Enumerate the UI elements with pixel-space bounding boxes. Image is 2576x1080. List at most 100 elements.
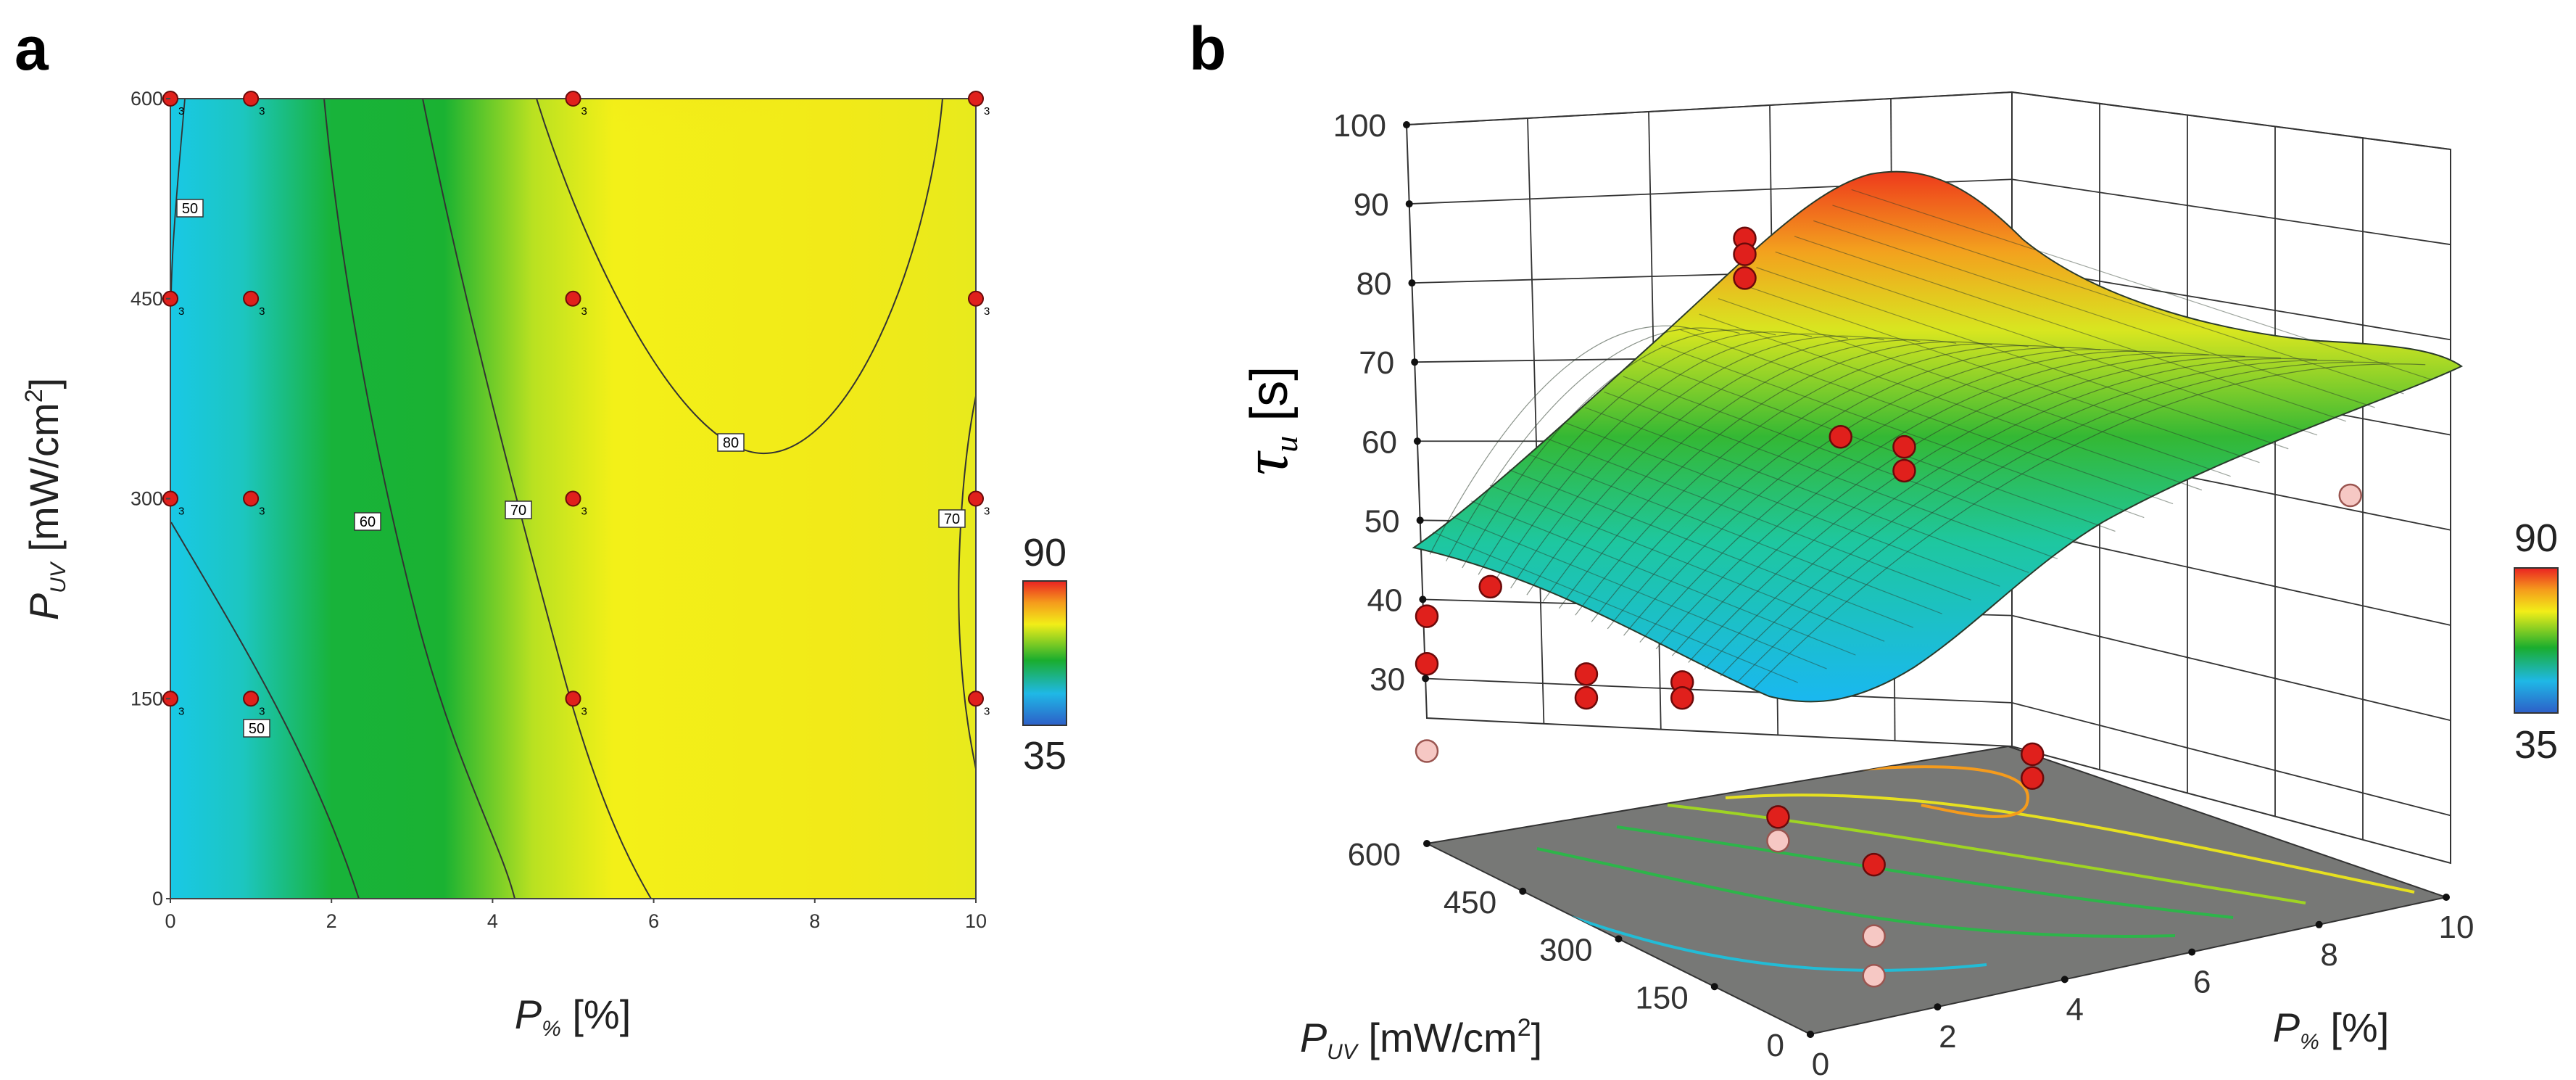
panel-b-y-axis-label: PUV [mW/cm2] [1300,1014,1542,1064]
design-point-count: 3 [984,305,990,318]
design-point-count: 3 [581,305,587,318]
mesh-line [1604,391,2058,559]
design-point [243,490,260,507]
panel-b-colorbar: 90 35 [2514,516,2559,767]
mesh-line [1526,337,1921,595]
mesh-line [1737,282,2260,463]
mesh-line [1699,313,2203,491]
mesh-line [1813,220,2375,408]
contour-label-box [505,500,532,519]
x-tick-label: 6 [2193,965,2211,1000]
mesh-line [1641,360,2116,532]
mesh-line [1558,341,1993,609]
contour-label: 60 [360,514,376,530]
z-tick-label: 80 [1357,266,1392,302]
y-tick-label: 300 [131,488,163,510]
x-tick-mark [2188,948,2196,956]
colorbar-b-gradient [2514,567,2559,714]
observation-point [1862,963,1886,988]
observation-point [1478,574,1502,599]
panel-a-colorbar: 90 35 [1022,531,1067,778]
y-tick-label: 450 [1444,885,1496,920]
observation-point [1733,242,1757,266]
observation-point [1892,434,1916,459]
y-tick-label: 150 [131,688,163,709]
mesh-line [1585,407,2029,573]
y-tick-label: 300 [1539,933,1592,968]
z-tick-mark [1405,200,1413,208]
mesh-line [1528,453,1942,614]
contour-80 [536,99,943,455]
contour-label-box [354,512,381,531]
contour-label-box [243,719,270,738]
mesh-line [1718,298,2231,477]
mesh-line [1446,327,1740,561]
colorbar-a-gradient [1022,580,1067,726]
x-tick-mark [2315,920,2323,928]
mesh-line [1720,360,2353,677]
design-point-count: 3 [581,506,587,518]
z-tick-label: 90 [1354,187,1389,223]
panel-b-plot [1405,91,2463,1036]
design-point-count: 3 [259,105,265,118]
mesh-line [1661,345,2145,519]
panel-a-y-axis-label: PUV [mW/cm2] [20,378,70,620]
contour-50-top [170,99,186,305]
mesh-line [1639,350,2173,643]
y-tick-label: 0 [1767,1028,1784,1063]
x-tick-label: 8 [2320,937,2337,973]
mesh-line [1736,361,2390,683]
contour-label: 70 [510,503,526,519]
colorbar-b-min: 35 [2514,723,2558,767]
z-tick-mark [1411,358,1419,366]
observation-point [1415,739,1439,763]
mesh-line [1509,469,1914,628]
contour-label: 80 [723,435,739,451]
mesh-line [1756,267,2289,450]
mesh-line [1542,339,1957,602]
mesh-line [1680,329,2174,505]
floor-contour-green1 [1536,847,2176,938]
x-tick-label: 6 [648,910,659,932]
y-tick-label: 0 [152,888,163,910]
observation-point [2338,483,2362,508]
mesh-line [1607,347,2101,630]
observation-point [1415,652,1439,676]
mesh-line [1623,349,2137,636]
contour-label-box [176,199,204,218]
z-tick-mark [1416,516,1424,524]
observation-point [1892,458,1916,483]
mesh-line [1565,422,2000,587]
z-tick-mark [1403,121,1410,128]
floor-contour-green2 [1616,825,2234,919]
mesh-line [1591,345,2065,622]
z-tick-label: 30 [1370,661,1405,697]
z-tick-mark [1422,675,1430,683]
observation-point [1766,805,1790,829]
y-tick-mark [1615,935,1623,943]
mesh-line [1688,356,2282,663]
contour-label: 70 [944,511,960,527]
heatmap-hotspot [373,99,976,505]
z-tick-label: 50 [1364,503,1400,539]
colorbar-b-max: 90 [2514,516,2558,560]
wall-gridline [2011,614,2451,722]
mesh-line [1510,335,1884,589]
wall-gridline [1527,118,1545,724]
contour-60 [323,99,515,899]
mesh-line [1775,251,2318,436]
design-point-count: 3 [259,506,265,518]
x-tick-label: 2 [1939,1019,1956,1055]
z-tick-label: 100 [1333,108,1386,144]
z-tick-label: 70 [1359,345,1394,381]
x-tick-label: 4 [2066,992,2084,1027]
contour-label-box [717,433,745,452]
design-point [243,691,260,707]
observation-point [1733,266,1757,290]
contour-70-left [422,99,652,899]
x-tick-mark [2061,976,2068,984]
x-tick-label: 10 [965,910,987,932]
design-point-count: 3 [259,705,265,717]
panel-label-a: a [15,15,49,83]
x-tick-label: 4 [487,910,498,932]
